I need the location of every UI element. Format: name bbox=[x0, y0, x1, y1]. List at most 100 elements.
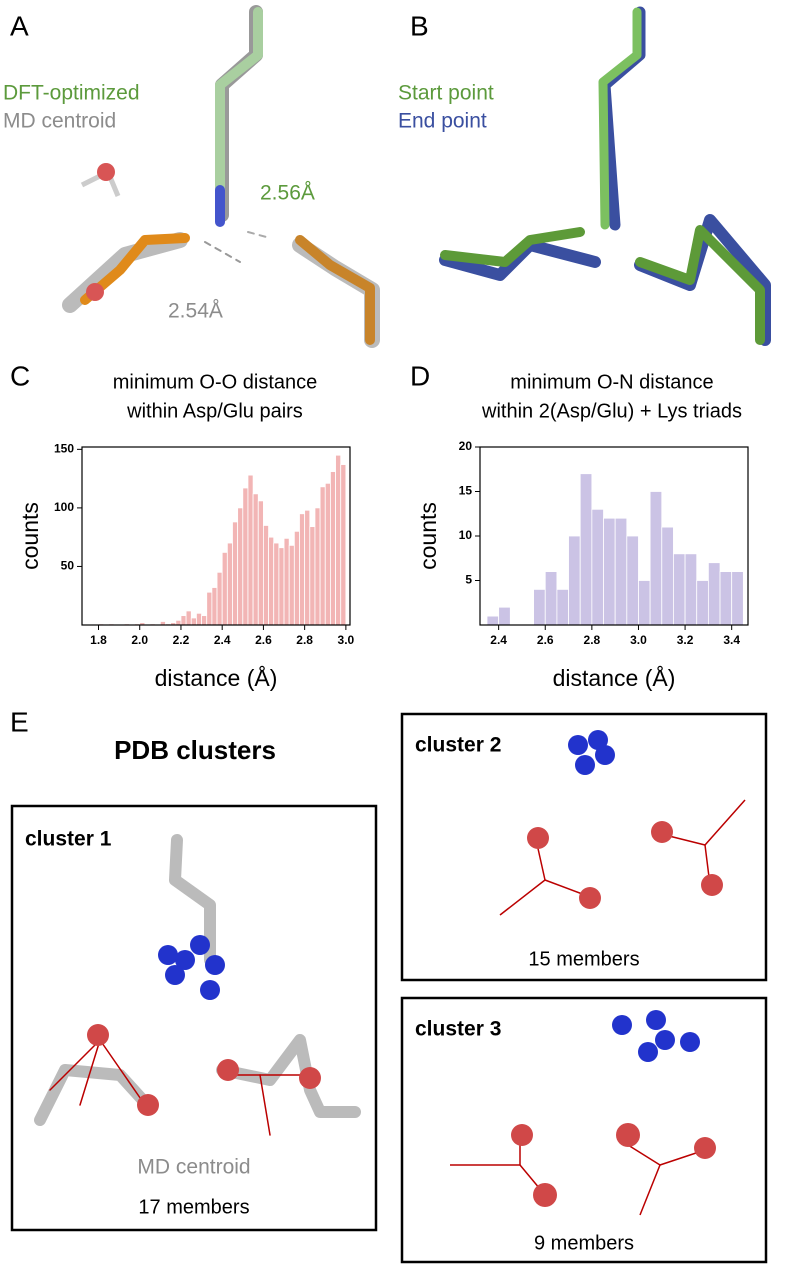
y-tick-label: 150 bbox=[54, 442, 74, 456]
y-tick-label: 10 bbox=[459, 528, 473, 542]
molecule-b bbox=[439, 6, 771, 346]
panel-letter: B bbox=[410, 10, 429, 41]
bar bbox=[673, 553, 686, 626]
bar bbox=[190, 617, 197, 626]
axes-frame bbox=[81, 446, 351, 626]
chart-title: minimum O-O distance bbox=[113, 371, 318, 393]
x-tick-label: 3.0 bbox=[338, 633, 355, 647]
x-axis-label: distance (Å) bbox=[553, 664, 676, 691]
bar bbox=[211, 587, 218, 626]
bar bbox=[206, 591, 213, 626]
bar bbox=[330, 471, 336, 626]
x-tick-label: 2.0 bbox=[131, 633, 148, 647]
y-tick-label: 15 bbox=[459, 484, 473, 498]
cluster-note: MD centroid bbox=[137, 1156, 250, 1179]
bar bbox=[731, 571, 744, 626]
bar bbox=[247, 474, 254, 626]
cluster-label: cluster 3 bbox=[415, 1018, 501, 1041]
bar bbox=[324, 482, 331, 626]
x-tick-label: 2.6 bbox=[537, 633, 554, 647]
panel-letter: E bbox=[10, 706, 29, 737]
bar bbox=[273, 542, 280, 626]
x-tick-label: 3.0 bbox=[630, 633, 647, 647]
chart-title: minimum O-N distance bbox=[510, 371, 713, 393]
bar bbox=[268, 536, 275, 626]
bar bbox=[533, 589, 546, 626]
x-tick-label: 2.8 bbox=[584, 633, 601, 647]
y-tick-label: 100 bbox=[54, 500, 74, 514]
cluster1-atoms bbox=[87, 935, 321, 1116]
bar bbox=[614, 517, 628, 626]
bar bbox=[257, 500, 264, 626]
bar bbox=[335, 454, 342, 626]
bar bbox=[221, 551, 228, 626]
cluster-members: 9 members bbox=[534, 1232, 634, 1254]
bar bbox=[232, 521, 239, 626]
bar bbox=[319, 486, 326, 626]
molecule-a bbox=[62, 5, 380, 348]
legend-end: End point bbox=[398, 110, 487, 133]
legend-dft: DFT-optimized bbox=[3, 82, 140, 105]
x-tick-label: 3.2 bbox=[677, 633, 694, 647]
bar bbox=[568, 535, 581, 626]
x-tick-label: 2.8 bbox=[296, 633, 313, 647]
bar bbox=[707, 562, 721, 626]
bar bbox=[175, 619, 182, 626]
bar bbox=[486, 615, 500, 626]
bar bbox=[579, 473, 593, 626]
bar bbox=[242, 487, 249, 626]
bar bbox=[309, 526, 316, 626]
y-tick-label: 5 bbox=[465, 573, 472, 587]
distance-label: 2.54Å bbox=[168, 300, 223, 323]
x-tick-label: 1.8 bbox=[90, 633, 107, 647]
bar bbox=[263, 525, 269, 626]
cluster-box bbox=[10, 804, 378, 1232]
cluster-label: cluster 2 bbox=[415, 734, 501, 757]
cluster-box bbox=[400, 996, 768, 1264]
x-tick-label: 2.4 bbox=[490, 633, 507, 647]
bar bbox=[226, 542, 233, 626]
distance-label: 2.56Å bbox=[260, 182, 315, 205]
y-tick-label: 20 bbox=[459, 439, 473, 453]
panel-letter: C bbox=[10, 360, 30, 391]
y-axis-label: counts bbox=[17, 502, 43, 570]
bar bbox=[283, 537, 290, 626]
x-tick-label: 2.4 bbox=[214, 633, 231, 647]
bar bbox=[216, 571, 223, 626]
cluster-members: 17 members bbox=[138, 1196, 249, 1218]
bar bbox=[591, 508, 604, 626]
y-tick-label: 50 bbox=[61, 559, 75, 573]
cluster3-atoms bbox=[450, 1010, 716, 1216]
x-tick-label: 2.6 bbox=[255, 633, 272, 647]
bar bbox=[237, 507, 244, 626]
x-tick-label: 2.2 bbox=[173, 633, 190, 647]
y-axis-label: counts bbox=[415, 502, 441, 570]
panel-letter: A bbox=[10, 10, 29, 41]
cluster1-structure bbox=[34, 834, 361, 1136]
bar bbox=[196, 612, 202, 626]
bar bbox=[340, 464, 347, 626]
bar bbox=[299, 513, 306, 626]
legend-start: Start point bbox=[398, 82, 494, 105]
panel-letter: D bbox=[410, 360, 430, 391]
bar bbox=[185, 610, 192, 626]
legend-md: MD centroid bbox=[3, 110, 116, 133]
x-tick-label: 3.4 bbox=[723, 633, 740, 647]
bar bbox=[252, 493, 259, 626]
bar bbox=[638, 580, 651, 626]
chart-title: within Asp/Glu pairs bbox=[126, 400, 303, 422]
cluster2-atoms bbox=[499, 730, 746, 916]
cluster-box bbox=[400, 712, 768, 982]
bar bbox=[719, 571, 733, 626]
bar bbox=[649, 491, 663, 626]
cluster-members: 15 members bbox=[528, 948, 639, 970]
section-title: PDB clusters bbox=[114, 735, 276, 765]
bar bbox=[661, 526, 674, 626]
bar bbox=[626, 535, 639, 626]
water bbox=[80, 163, 121, 301]
cluster-label: cluster 1 bbox=[25, 828, 112, 851]
x-axis-label: distance (Å) bbox=[155, 664, 278, 691]
bar bbox=[556, 589, 569, 626]
bar bbox=[278, 547, 285, 626]
